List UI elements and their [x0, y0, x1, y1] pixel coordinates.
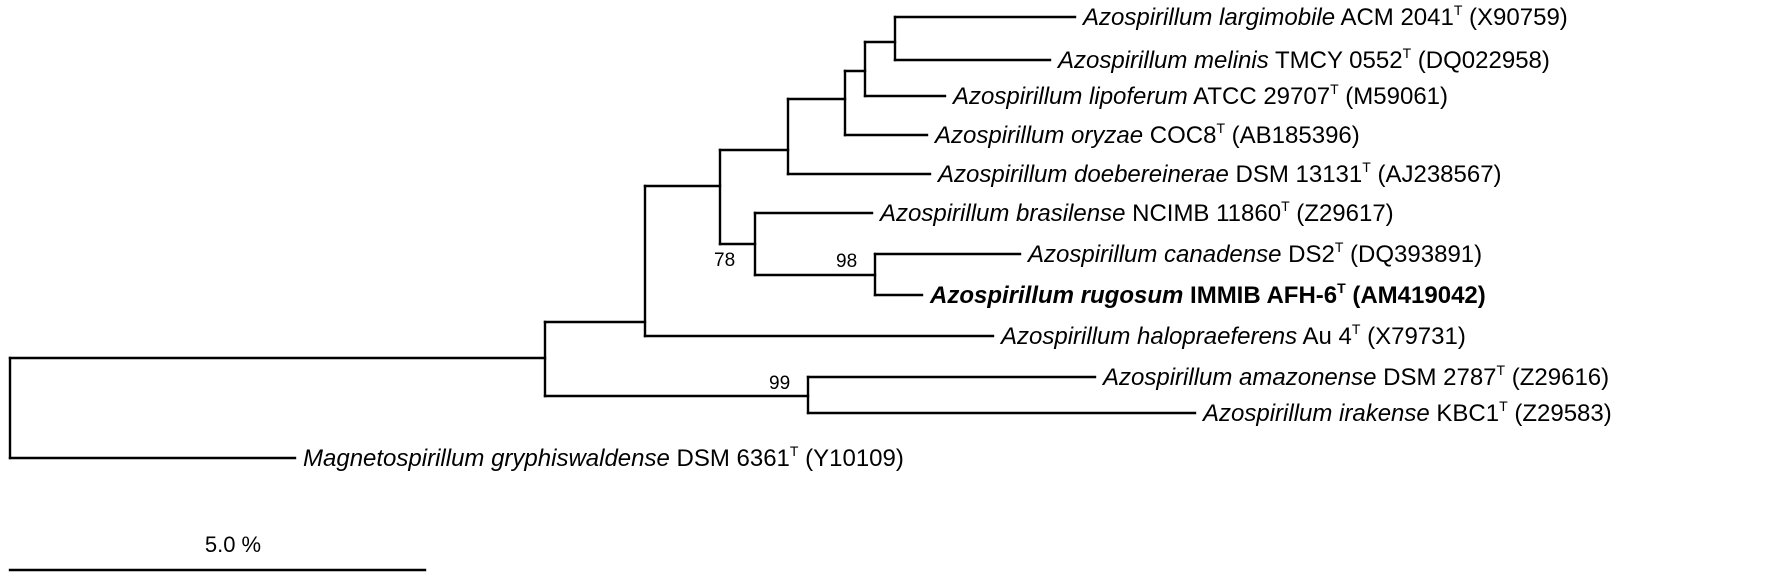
taxon-accession: (Z29617) — [1290, 200, 1394, 227]
taxon-accession: (AB185396) — [1225, 122, 1360, 149]
taxon-label-gryphiswaldense: Magnetospirillum gryphiswaldense DSM 636… — [303, 443, 904, 472]
taxon-type-strain-mark: T — [1403, 45, 1412, 61]
taxon-label-oryzae: Azospirillum oryzae COC8T (AB185396) — [933, 120, 1360, 149]
bootstrap-values: 78 98 99 — [714, 250, 857, 394]
scale-bar: 5.0 % — [8, 532, 427, 572]
taxon-accession: (DQ393891) — [1343, 241, 1482, 268]
taxon-type-strain-mark: T — [1454, 2, 1463, 18]
bootstrap-canadense-rugosum: 98 — [836, 251, 857, 272]
taxon-label-amazonense: Azospirillum amazonense DSM 2787T (Z2961… — [1101, 362, 1609, 391]
taxon-species-name: Azospirillum oryzae — [933, 122, 1143, 149]
taxon-species-name: Azospirillum irakense — [1201, 400, 1430, 427]
taxon-species-name: Azospirillum lipoferum — [951, 83, 1188, 110]
taxon-strain: TMCY 0552 — [1269, 47, 1403, 74]
taxon-accession: (X90759) — [1462, 4, 1567, 31]
taxon-label-brasilense: Azospirillum brasilense NCIMB 11860T (Z2… — [878, 198, 1394, 227]
taxon-accession: (M59061) — [1339, 83, 1448, 110]
taxon-label-halopraeferens: Azospirillum halopraeferens Au 4T (X7973… — [999, 321, 1466, 350]
taxon-label-rugosum: Azospirillum rugosum IMMIB AFH-6T (AM419… — [929, 280, 1486, 309]
taxon-label-largimobile: Azospirillum largimobile ACM 2041T (X907… — [1081, 2, 1568, 31]
taxon-strain: DSM 6361 — [670, 445, 790, 472]
taxon-accession: (X79731) — [1360, 323, 1465, 350]
taxon-species-name: Magnetospirillum gryphiswaldense — [303, 445, 670, 472]
taxon-strain: DSM 13131 — [1229, 161, 1362, 188]
taxon-type-strain-mark: T — [1337, 280, 1346, 296]
taxon-type-strain-mark: T — [1281, 198, 1290, 214]
bootstrap-amazonense-irakense: 99 — [769, 373, 790, 394]
taxon-accession: (AJ238567) — [1371, 161, 1502, 188]
taxon-type-strain-mark: T — [1216, 120, 1225, 136]
taxon-accession: (AM419042) — [1346, 282, 1486, 309]
taxon-label-doebereinerae: Azospirillum doebereinerae DSM 13131T (A… — [936, 159, 1502, 188]
taxon-strain: NCIMB 11860 — [1125, 200, 1281, 227]
bootstrap-brasilense-clade: 78 — [714, 250, 735, 271]
taxon-strain: IMMIB AFH-6 — [1183, 282, 1337, 309]
taxon-accession: (Z29583) — [1508, 400, 1612, 427]
taxon-species-name: Azospirillum halopraeferens — [999, 323, 1297, 350]
taxon-accession: (Y10109) — [798, 445, 903, 472]
taxon-label-melinis: Azospirillum melinis TMCY 0552T (DQ02295… — [1056, 45, 1550, 74]
taxon-species-name: Azospirillum largimobile — [1081, 4, 1335, 31]
taxon-type-strain-mark: T — [790, 443, 799, 459]
taxon-strain: Au 4 — [1297, 323, 1352, 350]
taxon-type-strain-mark: T — [1497, 362, 1506, 378]
taxon-strain: ATCC 29707 — [1188, 83, 1330, 110]
taxon-type-strain-mark: T — [1330, 81, 1339, 97]
taxon-strain: DSM 2787 — [1376, 364, 1496, 391]
taxon-species-name: Azospirillum canadense — [1026, 241, 1281, 268]
taxon-label-irakense: Azospirillum irakense KBC1T (Z29583) — [1201, 398, 1612, 427]
taxon-type-strain-mark: T — [1352, 321, 1361, 337]
taxon-strain: DS2 — [1281, 241, 1334, 268]
taxon-species-name: Azospirillum doebereinerae — [936, 161, 1229, 188]
taxon-type-strain-mark: T — [1362, 159, 1371, 175]
taxon-species-name: Azospirillum rugosum — [929, 282, 1183, 309]
taxon-type-strain-mark: T — [1499, 398, 1508, 414]
taxon-accession: (Z29616) — [1505, 364, 1609, 391]
taxon-species-name: Azospirillum brasilense — [878, 200, 1125, 227]
taxon-strain: ACM 2041 — [1335, 4, 1454, 31]
taxon-label-canadense: Azospirillum canadense DS2T (DQ393891) — [1026, 239, 1482, 268]
taxon-labels: Azospirillum largimobile ACM 2041T (X907… — [303, 2, 1612, 472]
taxon-species-name: Azospirillum amazonense — [1101, 364, 1376, 391]
tree-branches — [8, 15, 1197, 460]
taxon-label-lipoferum: Azospirillum lipoferum ATCC 29707T (M590… — [951, 81, 1448, 110]
taxon-species-name: Azospirillum melinis — [1056, 47, 1269, 74]
taxon-strain: KBC1 — [1430, 400, 1499, 427]
scale-bar-label: 5.0 % — [205, 532, 261, 557]
taxon-type-strain-mark: T — [1335, 239, 1344, 255]
taxon-strain: COC8 — [1143, 122, 1216, 149]
taxon-accession: (DQ022958) — [1411, 47, 1550, 74]
